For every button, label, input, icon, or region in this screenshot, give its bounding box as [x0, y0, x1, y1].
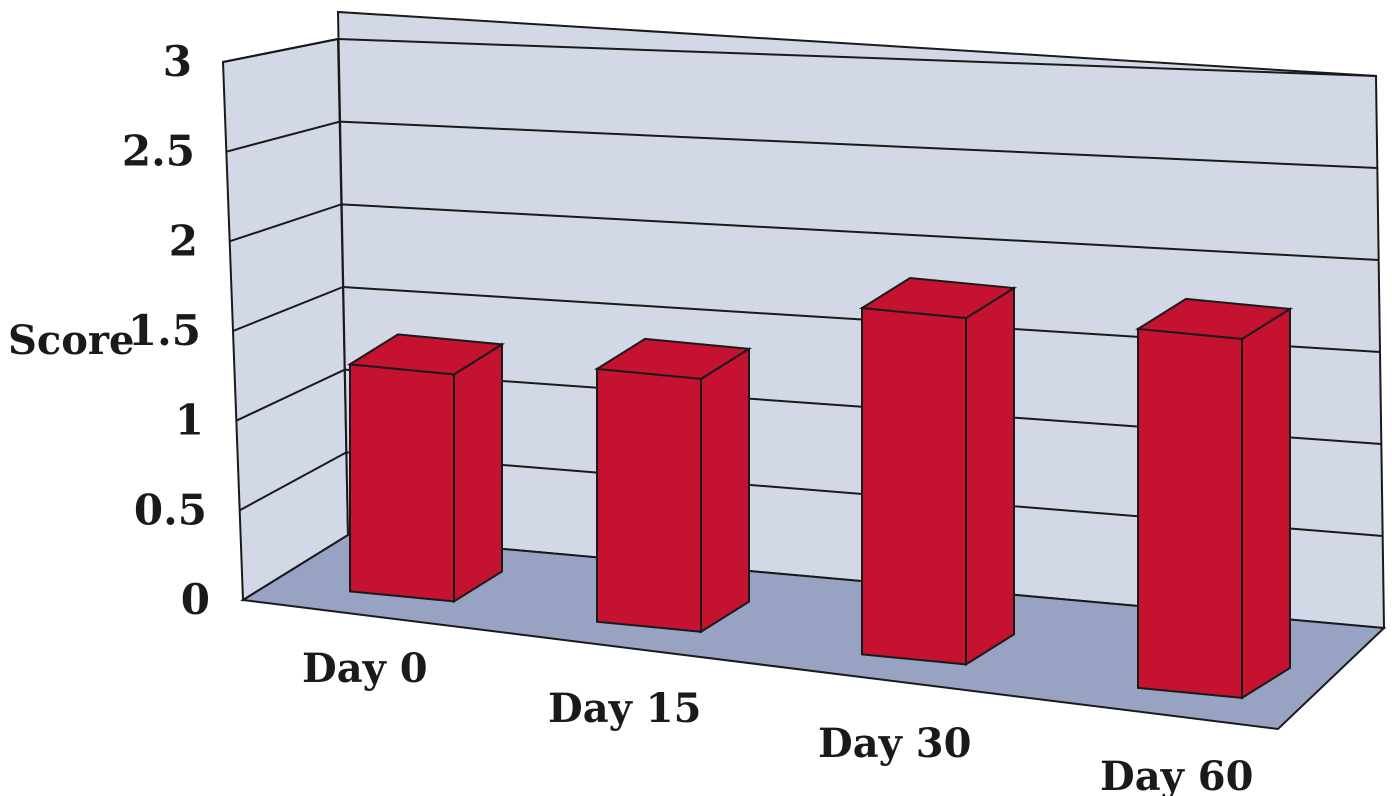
side-wall: [221, 37, 350, 602]
y-tick-label: 2: [169, 216, 198, 265]
y-tick-label: 0: [181, 575, 210, 624]
bar-front: [1137, 327, 1243, 700]
bar-front: [349, 363, 455, 603]
x-category-label: Day 0: [302, 645, 428, 692]
y-tick-label: 3: [163, 37, 192, 86]
gridlines: [222, 37, 1383, 537]
y-tick-label: 2.5: [122, 127, 195, 176]
y-tick-labels: 0 0.5 1 1.5 2 2.5 3: [122, 37, 210, 624]
bar-day-30: [858, 277, 1018, 667]
bar-day-15: [593, 337, 753, 634]
bar-side: [453, 342, 503, 604]
gridline: [235, 368, 1382, 445]
bar-side: [965, 286, 1015, 667]
bar-side: [1241, 307, 1291, 700]
y-tick-label: 0.5: [134, 485, 207, 534]
x-category-label: Day 60: [1100, 753, 1253, 796]
bar-front: [861, 306, 967, 666]
bar-top: [1134, 297, 1294, 340]
y-axis-label: Score: [8, 317, 134, 364]
bar-front: [596, 367, 702, 633]
bars: [346, 277, 1294, 700]
x-category-label: Day 15: [548, 685, 701, 732]
bar-top: [858, 277, 1018, 320]
gridline: [222, 37, 1377, 77]
bar-top: [593, 337, 753, 380]
bar-top: [346, 333, 506, 376]
bar-side: [700, 347, 750, 634]
y-tick-label: 1.5: [128, 306, 201, 355]
bar-day-60: [1134, 297, 1294, 700]
gridline: [229, 203, 1379, 261]
x-category-labels: Day 0 Day 15 Day 30 Day 60: [302, 645, 1253, 796]
gridline: [232, 285, 1381, 353]
floor: [240, 533, 1387, 731]
x-category-label: Day 30: [818, 720, 971, 767]
bar-day-0: [346, 333, 506, 604]
gridline: [239, 451, 1383, 537]
y-tick-label: 1: [175, 396, 204, 445]
gridline: [226, 120, 1378, 169]
